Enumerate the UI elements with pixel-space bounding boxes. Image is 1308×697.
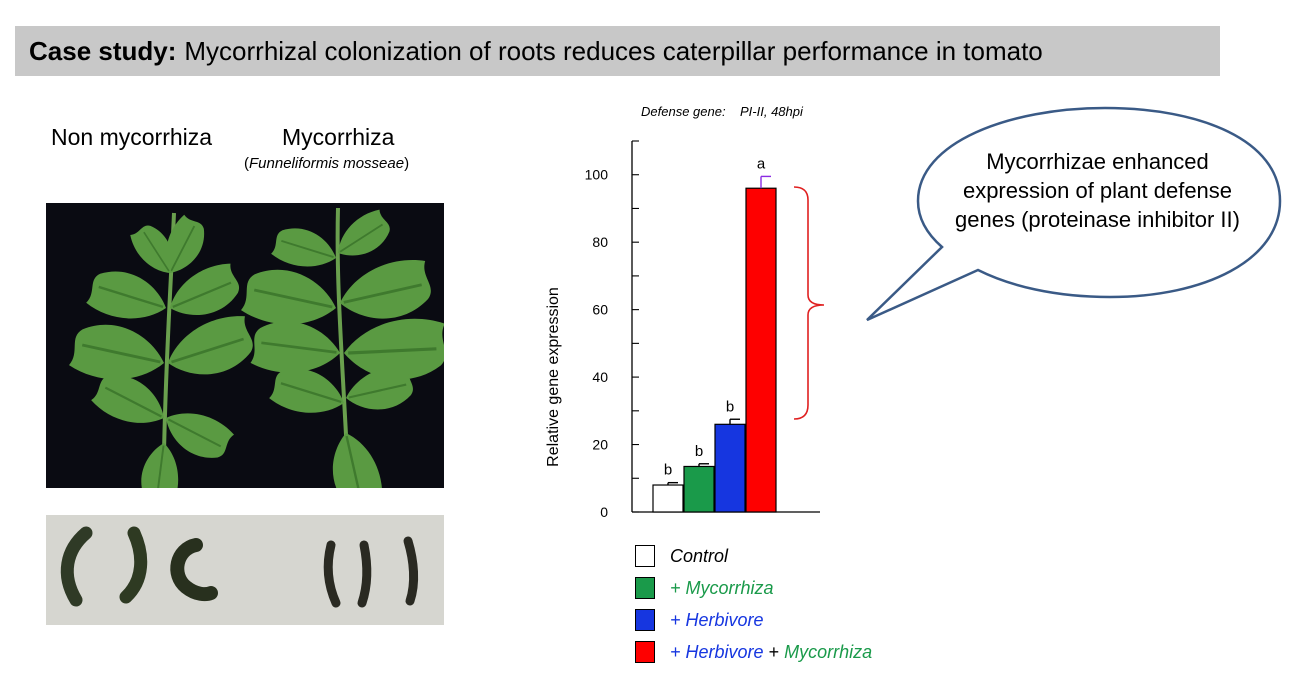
- mycorrhiza-plant: [237, 206, 444, 488]
- significance-label-2: b: [695, 443, 703, 460]
- red-bracket: [793, 186, 825, 420]
- y-tick-label: 40: [592, 369, 608, 385]
- tomato-leaves-photo: [46, 203, 444, 488]
- significance-label-4: a: [757, 155, 766, 172]
- legend-herbivore: + Herbivore: [635, 607, 764, 633]
- callout-text: Mycorrhizae enhanced expression of plant…: [955, 149, 1240, 232]
- bar-1: [652, 484, 684, 513]
- y-tick-label: 20: [592, 437, 608, 453]
- species-label: (Funneliformis mosseae): [244, 155, 410, 172]
- non-mycorrhiza-caterpillars: [60, 526, 218, 607]
- legend-swatch-control: [635, 545, 655, 567]
- legend-control: Control: [635, 543, 728, 569]
- title-bold: Case study:: [29, 35, 177, 66]
- significance-label-1: b: [664, 462, 672, 479]
- legend-swatch-mycorrhiza: [635, 577, 655, 599]
- chart-bars: b b b a: [652, 155, 777, 513]
- legend-swatch-herbivore-mycorrhiza: [635, 641, 655, 663]
- legend-mycorrhiza: + Mycorrhiza: [635, 575, 774, 601]
- legend-herbivore-mycorrhiza: + Herbivore + Mycorrhiza: [635, 639, 872, 665]
- legend-swatch-herbivore: [635, 609, 655, 631]
- significance-label-3: b: [726, 398, 734, 415]
- callout-bubble: [866, 106, 1282, 322]
- mycorrhiza-label: Mycorrhiza: [282, 124, 395, 150]
- legend-label-herbivore-mycorrhiza: Mycorrhiza: [784, 641, 873, 662]
- y-tick-label: 60: [592, 302, 608, 318]
- non-mycorrhiza-plant: [65, 212, 260, 488]
- chart-title: Defense gene: PI-II, 48hpi: [641, 104, 804, 119]
- callout-bubble-shape: [866, 106, 1282, 322]
- bar-2: [683, 465, 715, 513]
- caterpillars-photo: [46, 515, 444, 625]
- mycorrhiza-caterpillars: [323, 536, 419, 608]
- bar-3: [714, 423, 746, 513]
- slide-title: Case study: Mycorrhizal colonization of …: [15, 26, 1220, 76]
- legend-label-herbivore: Herbivore: [685, 609, 764, 630]
- species-name: Funneliformis mosseae: [249, 155, 405, 172]
- legend-label-mycorrhiza: Mycorrhiza: [685, 577, 774, 598]
- gene-expression-chart: Defense gene: PI-II, 48hpi Relative gene…: [545, 104, 825, 520]
- legend-label-control: Control: [670, 545, 729, 566]
- y-tick-label: 0: [600, 504, 608, 520]
- non-mycorrhiza-label: Non mycorrhiza: [51, 124, 213, 150]
- y-axis-label: Relative gene expression: [545, 287, 562, 467]
- y-tick-label: 100: [585, 167, 609, 183]
- title-text: Mycorrhizal colonization of roots reduce…: [184, 35, 1043, 66]
- bar-4: [745, 187, 777, 513]
- y-tick-label: 80: [592, 234, 608, 250]
